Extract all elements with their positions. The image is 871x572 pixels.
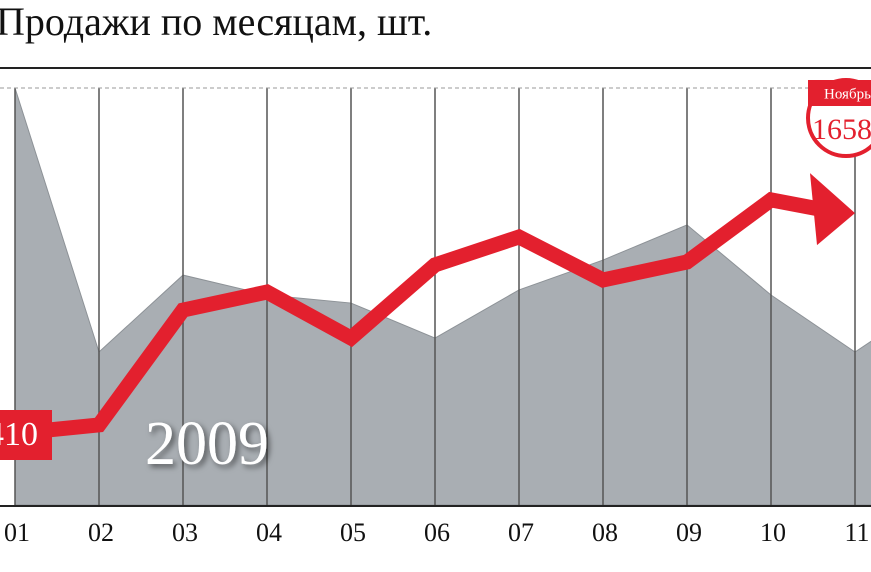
- x-tick-label: 11: [844, 518, 869, 547]
- value-label: 410: [0, 416, 38, 453]
- x-tick-label: 04: [256, 518, 282, 547]
- x-tick-label: 08: [592, 518, 618, 547]
- trend-line-body: [14, 191, 827, 441]
- x-tick-label: 01: [4, 518, 30, 547]
- x-tick-label: 02: [88, 518, 114, 547]
- value-label-box: [0, 410, 52, 460]
- area: [14, 87, 871, 506]
- chart-title: Продажи по месяцам, шт.: [0, 0, 432, 44]
- arrow-head: [810, 173, 855, 246]
- x-tick-label: 06: [424, 518, 450, 547]
- x-tick-label: 05: [340, 518, 366, 547]
- x-tick-label: 07: [508, 518, 534, 547]
- callout-month: Ноябрь: [824, 86, 871, 102]
- value-label: 1658: [812, 113, 871, 146]
- year-annotation: 2009: [145, 410, 269, 478]
- x-tick-label: 03: [172, 518, 198, 547]
- x-tick-label: 09: [676, 518, 702, 547]
- x-tick-label: 10: [760, 518, 786, 547]
- callout-band: [808, 80, 871, 106]
